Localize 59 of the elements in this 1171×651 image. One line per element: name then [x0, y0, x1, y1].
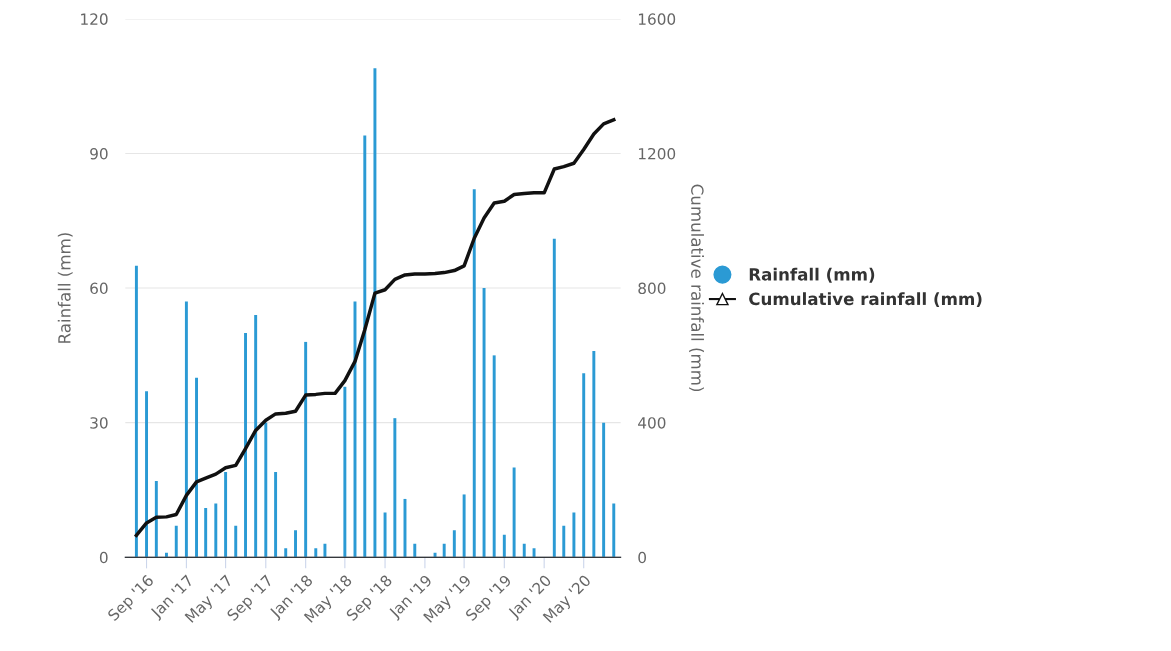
- bar: [383, 512, 387, 558]
- bar: [323, 543, 327, 558]
- y-tick-label: 120: [81, 13, 108, 25]
- bar: [214, 503, 218, 558]
- bar: [145, 391, 149, 558]
- bar: [304, 341, 308, 558]
- bar: [582, 373, 586, 558]
- bar: [254, 314, 258, 558]
- bar: [532, 548, 536, 558]
- bar: [264, 422, 268, 558]
- y2-tick-label: 800: [638, 282, 666, 295]
- legend-label: Cumulative rainfall (mm): [749, 292, 982, 308]
- bar: [522, 543, 526, 558]
- bar: [284, 548, 288, 558]
- bar: [165, 552, 168, 558]
- bar: [184, 301, 188, 558]
- y2-tick-label: 1200: [638, 147, 676, 160]
- line-series: [134, 118, 616, 538]
- bar: [373, 68, 377, 558]
- y2-axis-title: Cumulative rainfall (mm): [689, 184, 704, 392]
- bar: [472, 189, 476, 558]
- y2-tick-label: 0: [638, 551, 646, 564]
- y-axis-title: Rainfall (mm): [57, 233, 73, 343]
- bar: [572, 512, 576, 558]
- bar: [174, 525, 178, 558]
- bar: [433, 552, 437, 558]
- bar: [442, 543, 446, 558]
- bar: [413, 543, 417, 558]
- bar: [612, 503, 616, 558]
- bar: [393, 418, 397, 558]
- y-tick-label: 90: [90, 147, 108, 160]
- y2-tick-label: 1600: [638, 13, 676, 25]
- bar: [154, 480, 158, 558]
- bar: [314, 548, 318, 558]
- bar: [482, 288, 486, 558]
- bar: [134, 265, 138, 558]
- bar: [244, 332, 248, 558]
- y2-tick-label: 400: [638, 417, 666, 429]
- bar: [602, 422, 606, 558]
- y-tick-label: 0: [99, 551, 108, 564]
- bar: [195, 377, 198, 558]
- bar: [294, 530, 297, 558]
- bar: [502, 534, 506, 558]
- bar: [224, 472, 228, 558]
- y-tick-label: 60: [90, 282, 108, 295]
- legend-label: Rainfall (mm): [749, 267, 875, 283]
- bar: [274, 472, 278, 558]
- bar: [204, 507, 208, 558]
- bar: [562, 525, 566, 558]
- bar: [343, 386, 347, 558]
- bar: [234, 525, 238, 558]
- bar: [592, 350, 596, 558]
- bar: [452, 530, 456, 558]
- bar: [492, 355, 496, 558]
- bar: [462, 494, 466, 558]
- y-tick-label: 30: [90, 417, 108, 429]
- bar: [552, 238, 556, 558]
- bar: [363, 135, 367, 558]
- bar: [512, 467, 516, 558]
